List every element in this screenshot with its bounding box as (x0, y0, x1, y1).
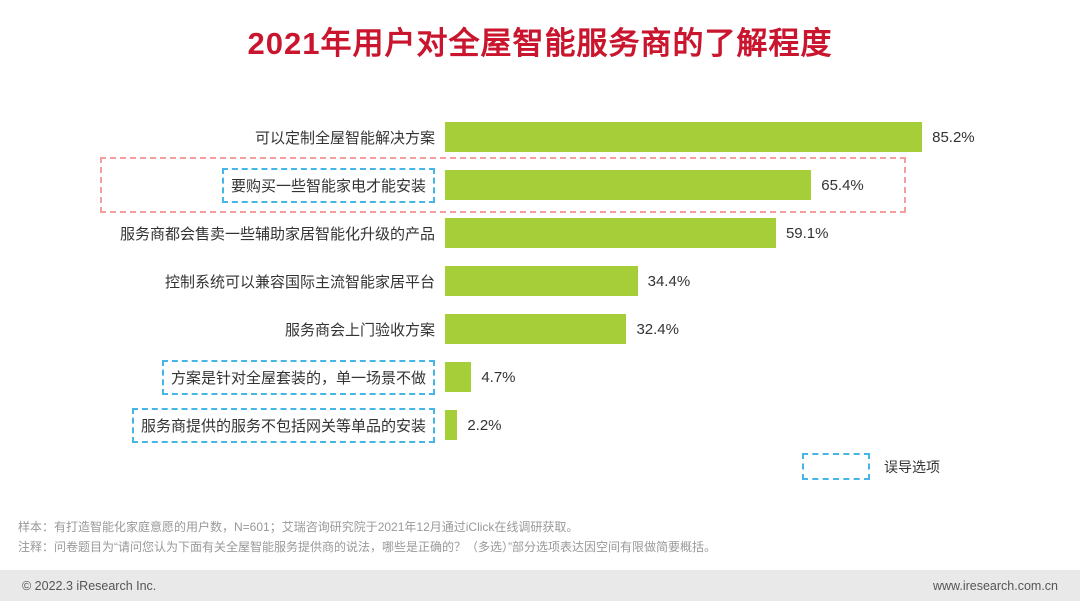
bar-row: 服务商会上门验收方案 32.4% (0, 305, 1080, 353)
category-label-misleading: 方案是针对全屋套装的，单一场景不做 (161, 359, 435, 395)
bar (445, 362, 472, 392)
category-label: 服务商会上门验收方案 (284, 321, 435, 339)
bar-row: 可以定制全屋智能解决方案 85.2% (0, 113, 1080, 161)
bar-row: 服务商提供的服务不包括网关等单品的安装 2.2% (0, 401, 1080, 449)
value-label: 4.7% (481, 368, 516, 386)
category-label-misleading: 要购买一些智能家电才能安装 (221, 167, 435, 203)
bar-cell: 32.4% (445, 314, 1005, 344)
bar-row: 控制系统可以兼容国际主流智能家居平台 34.4% (0, 257, 1080, 305)
note-sample: 样本：有打造智能化家庭意愿的用户数，N=601；艾瑞咨询研究院于2021年12月… (18, 520, 579, 534)
bar-row: 服务商都会售卖一些辅助家居智能化升级的产品 59.1% (0, 209, 1080, 257)
bar-row: 方案是针对全屋套装的，单一场景不做 4.7% (0, 353, 1080, 401)
category-label-cell: 服务商会上门验收方案 (0, 319, 445, 340)
bar-cell: 2.2% (445, 410, 1005, 440)
value-label: 2.2% (467, 416, 502, 434)
bar (445, 314, 627, 344)
category-label: 控制系统可以兼容国际主流智能家居平台 (164, 273, 435, 291)
category-label-cell: 服务商都会售卖一些辅助家居智能化升级的产品 (0, 223, 445, 244)
bar-row: 要购买一些智能家电才能安装 65.4% (0, 161, 1080, 209)
bar (445, 218, 776, 248)
bar-cell: 85.2% (445, 122, 1005, 152)
value-label: 59.1% (785, 224, 829, 242)
bar-rows: 可以定制全屋智能解决方案 85.2% 要购买一些智能家电才能安装 65.4% 服务商都会… (0, 113, 1080, 449)
legend-label: 误导选项 (884, 458, 940, 475)
page: 2021年用户对全屋智能服务商的了解程度 可以定制全屋智能解决方案 85.2% 要购… (0, 26, 1080, 601)
category-label-cell: 控制系统可以兼容国际主流智能家居平台 (0, 271, 445, 292)
bar (445, 266, 638, 296)
category-label-cell: 可以定制全屋智能解决方案 (0, 127, 445, 148)
page-title: 2021年用户对全屋智能服务商的了解程度 (247, 26, 833, 61)
bar-cell: 4.7% (445, 362, 1005, 392)
bar (445, 122, 923, 152)
bar-cell: 59.1% (445, 218, 1005, 248)
category-label-cell: 服务商提供的服务不包括网关等单品的安装 (0, 407, 445, 443)
bar (445, 410, 458, 440)
legend: 误导选项 (0, 453, 1080, 480)
notes: 样本：有打造智能化家庭意愿的用户数，N=601；艾瑞咨询研究院于2021年12月… (18, 518, 1080, 558)
legend-dashed-box (802, 453, 870, 480)
website-link[interactable]: www.iresearch.com.cn (932, 578, 1058, 593)
note-annotation: 注释：问卷题目为“请问您认为下面有关全屋智能服务提供商的说法，哪些是正确的？（多… (18, 539, 716, 554)
value-label: 34.4% (647, 272, 691, 290)
category-label-misleading: 服务商提供的服务不包括网关等单品的安装 (131, 407, 435, 443)
copyright-text: © 2022.3 iResearch Inc. (22, 578, 157, 593)
value-label: 32.4% (636, 320, 679, 338)
category-label: 可以定制全屋智能解决方案 (254, 129, 435, 147)
bar-cell: 65.4% (445, 170, 1005, 200)
category-label: 服务商都会售卖一些辅助家居智能化升级的产品 (119, 225, 435, 243)
value-label: 65.4% (821, 176, 864, 194)
category-label-cell: 方案是针对全屋套装的，单一场景不做 (0, 359, 445, 395)
bar-cell: 34.4% (445, 266, 1005, 296)
category-label-cell: 要购买一些智能家电才能安装 (0, 167, 445, 203)
bar (445, 170, 812, 200)
value-label: 85.2% (932, 128, 975, 146)
footer-bar: © 2022.3 iResearch Inc. www.iresearch.co… (0, 570, 1080, 601)
bar-chart: 可以定制全屋智能解决方案 85.2% 要购买一些智能家电才能安装 65.4% 服务商都会… (0, 113, 1080, 449)
